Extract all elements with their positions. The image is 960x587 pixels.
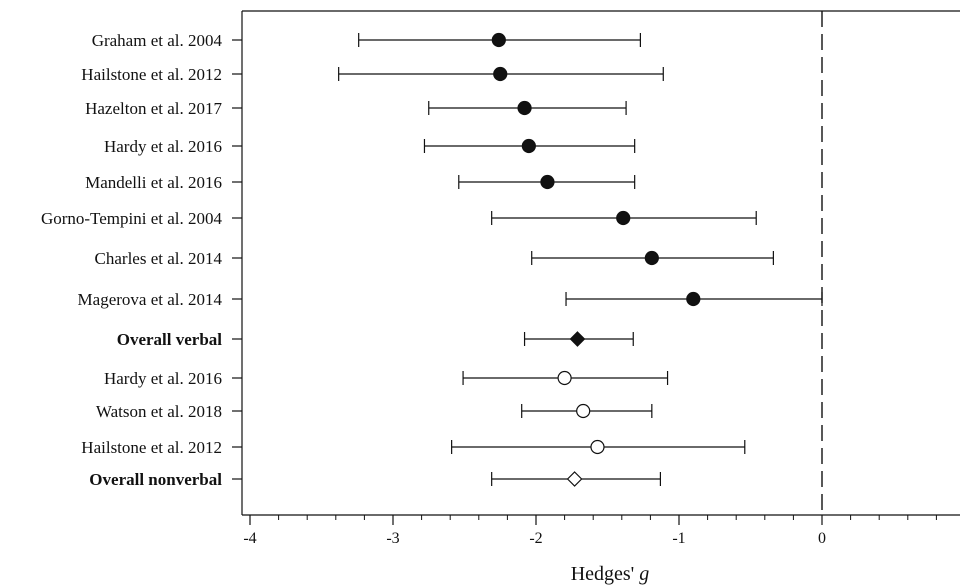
row-label: Hazelton et al. 2017 xyxy=(85,99,222,118)
forest-row: Overall nonverbal xyxy=(89,470,662,489)
point-estimate-marker xyxy=(686,291,701,307)
forest-row: Hardy et al. 2016 xyxy=(104,137,636,156)
point-estimate-marker xyxy=(540,174,555,190)
point-estimate-marker xyxy=(491,32,506,48)
point-estimate-marker xyxy=(517,100,532,116)
point-estimate-marker xyxy=(521,138,536,154)
x-minor-ticks xyxy=(249,515,937,520)
summary-diamond-marker xyxy=(569,331,586,347)
forest-row: Magerova et al. 2014 xyxy=(78,290,823,309)
summary-diamond-marker xyxy=(566,471,583,487)
row-label: Hardy et al. 2016 xyxy=(104,137,222,156)
row-label: Overall verbal xyxy=(117,330,223,349)
forest-row: Overall verbal xyxy=(117,330,634,349)
forest-row: Hardy et al. 2016 xyxy=(104,369,669,388)
forest-row: Charles et al. 2014 xyxy=(95,249,774,268)
x-tick-label: -2 xyxy=(529,530,542,547)
x-major-ticks: -4 -3 -2 -1 0 xyxy=(243,515,826,547)
point-estimate-marker xyxy=(590,439,605,455)
row-label: Overall nonverbal xyxy=(89,470,222,489)
forest-row: Hailstone et al. 2012 xyxy=(81,65,664,84)
row-label: Charles et al. 2014 xyxy=(95,249,223,268)
x-axis-label-text: Hedges' xyxy=(571,563,640,585)
x-tick-label: -3 xyxy=(386,530,399,547)
row-label: Magerova et al. 2014 xyxy=(78,290,223,309)
row-label: Graham et al. 2004 xyxy=(92,31,223,50)
point-estimate-marker xyxy=(644,250,659,266)
x-tick-label: -1 xyxy=(672,530,685,547)
row-label: Watson et al. 2018 xyxy=(96,402,222,421)
point-estimate-marker xyxy=(557,370,572,386)
study-rows: Graham et al. 2004 Hailstone et al. 2012 H… xyxy=(41,31,823,489)
forest-row: Graham et al. 2004 xyxy=(92,31,641,50)
x-tick-label: 0 xyxy=(818,530,826,547)
row-label: Hailstone et al. 2012 xyxy=(81,65,222,84)
row-label: Mandelli et al. 2016 xyxy=(85,173,222,192)
point-estimate-marker xyxy=(616,210,631,226)
forest-row: Gorno-Tempini et al. 2004 xyxy=(41,209,757,228)
row-label: Hardy et al. 2016 xyxy=(104,369,222,388)
row-label: Hailstone et al. 2012 xyxy=(81,438,222,457)
row-label: Gorno-Tempini et al. 2004 xyxy=(41,209,223,228)
forest-row: Hailstone et al. 2012 xyxy=(81,438,746,457)
point-estimate-marker xyxy=(576,403,591,419)
forest-row: Hazelton et al. 2017 xyxy=(85,99,627,118)
x-axis-label: Hedges' g xyxy=(571,563,650,585)
plot-frame xyxy=(241,10,960,516)
forest-row: Mandelli et al. 2016 xyxy=(85,173,636,192)
x-tick-label: -4 xyxy=(243,530,256,547)
forest-row: Watson et al. 2018 xyxy=(96,402,653,421)
x-axis-label-italic: g xyxy=(639,563,649,585)
point-estimate-marker xyxy=(493,66,508,82)
